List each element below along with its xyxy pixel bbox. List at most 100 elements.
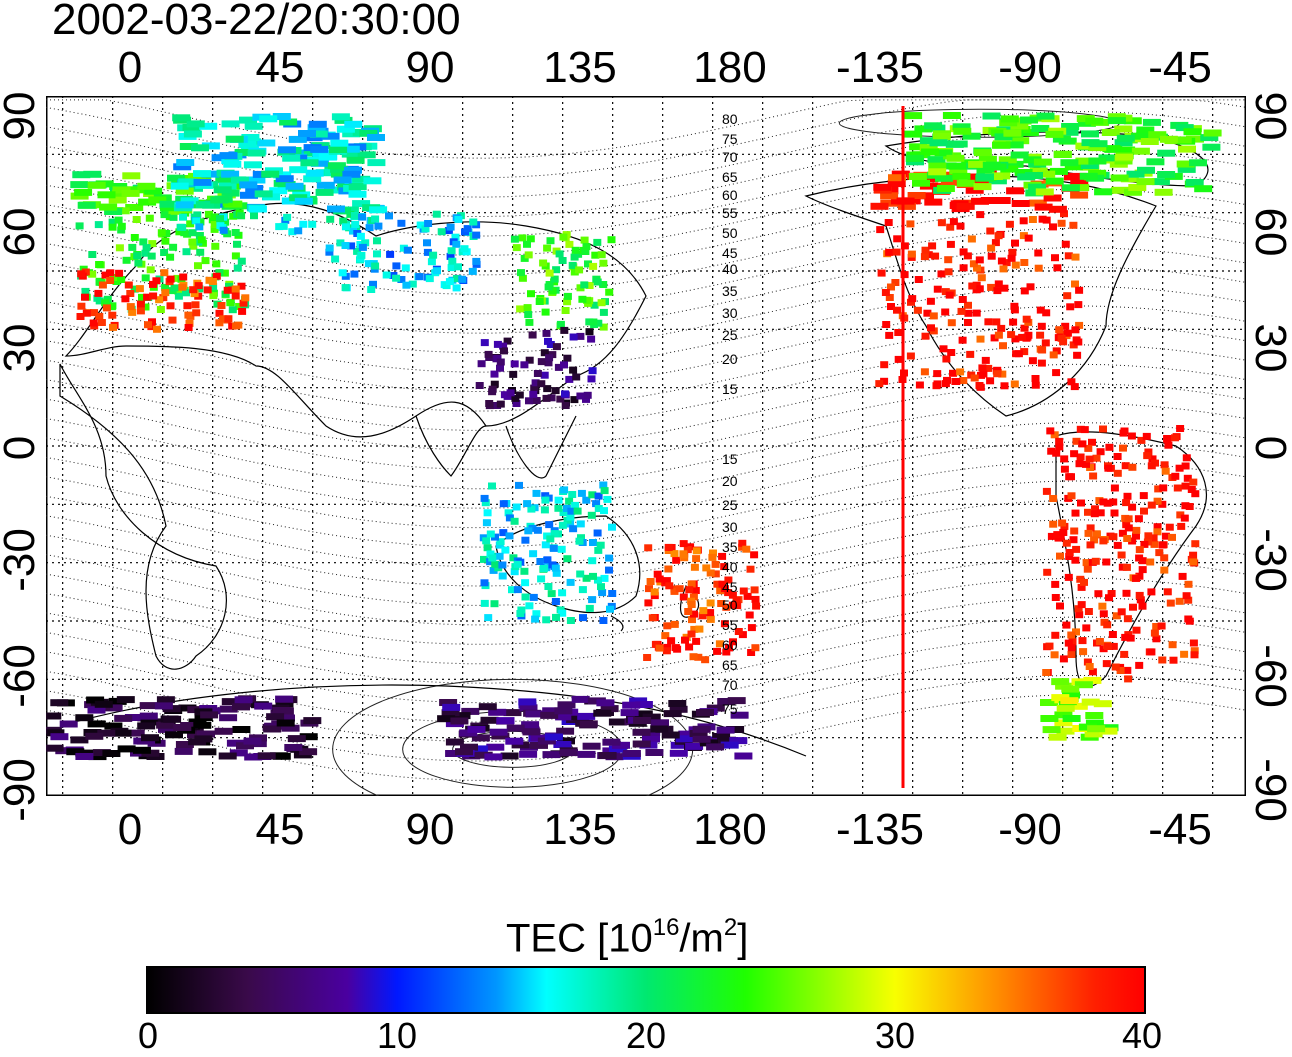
tec-data-point: [642, 713, 661, 721]
tec-data-point: [575, 266, 584, 274]
tec-data-point: [1072, 545, 1081, 553]
tec-data-point: [745, 611, 754, 619]
tec-data-point: [971, 197, 989, 205]
tec-data-point: [678, 730, 697, 738]
tec-data-point: [146, 266, 155, 274]
tec-data-point: [993, 370, 1002, 378]
tec-data-point: [126, 303, 135, 311]
tec-data-point: [1111, 663, 1120, 671]
tec-data-point: [706, 569, 715, 577]
tec-data-point: [1033, 158, 1052, 166]
tec-data-point: [180, 229, 189, 237]
tec-data-point: [178, 223, 187, 231]
tec-data-point: [1136, 126, 1155, 134]
tec-data-point: [646, 578, 655, 585]
tec-data-point: [482, 519, 491, 527]
tec-data-point: [270, 752, 288, 760]
tec-data-point: [174, 747, 193, 755]
tec-data-point: [1108, 631, 1117, 638]
tec-data-point: [75, 753, 94, 760]
tec-data-point: [536, 558, 545, 565]
tec-data-point: [1123, 117, 1142, 125]
tec-data-point: [1081, 698, 1100, 706]
tec-data-point: [480, 716, 499, 724]
tec-data-point: [490, 600, 499, 608]
tec-data-point: [577, 489, 586, 497]
tec-data-point: [1070, 527, 1079, 535]
tec-data-point: [182, 248, 191, 256]
tec-data-point: [730, 711, 749, 719]
tec-data-point: [189, 286, 198, 294]
tec-data-point: [485, 400, 494, 407]
tec-data-point: [134, 259, 143, 267]
tec-data-point: [670, 587, 679, 595]
tec-data-point: [1091, 557, 1100, 565]
tec-data-point: [475, 382, 484, 389]
tec-data-point: [720, 741, 739, 749]
tec-data-point: [1140, 507, 1148, 515]
contour-label: 35: [722, 283, 738, 299]
tec-data-point: [168, 316, 177, 324]
tec-data-point: [1083, 676, 1102, 684]
tec-data-point: [179, 213, 187, 221]
tec-data-point: [1052, 449, 1061, 457]
tec-data-point: [599, 308, 608, 316]
tec-data-point: [432, 210, 441, 218]
tec-data-point: [984, 364, 993, 372]
tec-data-point: [1176, 160, 1195, 168]
tec-data-point: [1055, 437, 1064, 445]
tec-data-point: [460, 743, 478, 751]
tec-data-point: [415, 273, 424, 281]
tec-data-point: [423, 239, 431, 247]
tec-data-point: [1149, 534, 1158, 542]
tec-data-point: [556, 320, 565, 328]
tec-data-point: [1066, 303, 1075, 311]
tec-data-point: [739, 587, 748, 595]
tec-data-point: [223, 160, 242, 168]
tec-data-point: [195, 201, 214, 209]
tec-data-point: [880, 192, 899, 200]
tec-data-point: [279, 222, 288, 230]
tec-data-point: [505, 737, 524, 745]
tec-data-point: [1025, 189, 1044, 197]
tec-data-point: [986, 377, 995, 385]
tec-data-point: [113, 729, 132, 737]
tec-data-point: [1010, 122, 1029, 130]
tec-data-point: [510, 235, 519, 243]
tec-data-point: [124, 281, 133, 289]
tec-data-point: [1088, 157, 1107, 165]
tec-data-point: [964, 309, 973, 317]
tec-data-point: [991, 129, 1010, 137]
bottom-lon-tick-3: 135: [543, 805, 617, 854]
tec-data-point: [287, 735, 306, 743]
tec-data-point: [474, 751, 493, 759]
tec-data-point: [728, 601, 737, 609]
tec-data-point: [1062, 715, 1081, 722]
tec-data-point: [976, 211, 985, 219]
tec-data-point: [1003, 129, 1022, 137]
tec-data-point: [229, 749, 248, 757]
tec-data-point: [75, 714, 94, 722]
tec-data-point: [1120, 175, 1139, 183]
tec-data-point: [1000, 284, 1009, 292]
contour-line: [46, 636, 1246, 723]
tec-data-point: [920, 253, 929, 261]
tec-data-point: [1071, 184, 1090, 192]
colorbar-tick-20: 20: [625, 1015, 667, 1056]
tec-data-point: [1126, 170, 1145, 178]
tec-data-point: [219, 714, 238, 722]
tec-data-point: [605, 288, 614, 296]
tec-data-point: [157, 229, 166, 237]
tec-data-point: [1059, 655, 1068, 663]
tec-data-point: [336, 125, 355, 133]
tec-data-point: [976, 335, 985, 343]
tec-data-point: [1110, 174, 1129, 182]
tec-data-point: [1070, 191, 1089, 199]
tec-data-point: [1017, 173, 1036, 181]
tec-data-point: [452, 275, 461, 283]
tec-data-point: [1138, 602, 1147, 610]
tec-data-point: [1127, 432, 1136, 440]
tec-data-point: [1102, 660, 1111, 668]
tec-data-point: [605, 554, 614, 562]
tec-data-point: [1079, 648, 1088, 656]
